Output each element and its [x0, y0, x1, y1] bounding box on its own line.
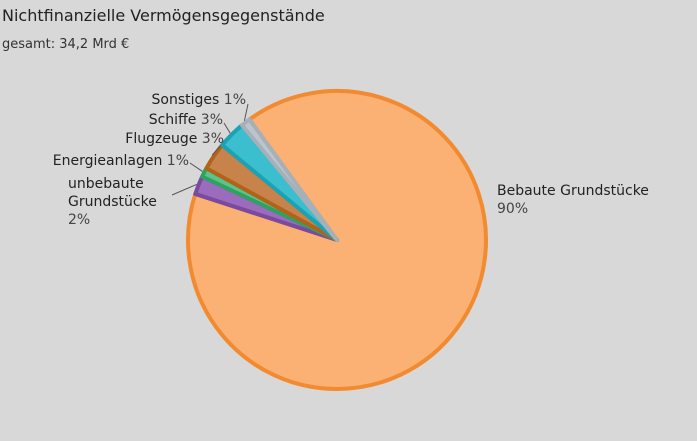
leader-line [243, 103, 249, 121]
slice-label: Flugzeuge 3% [125, 130, 224, 148]
leader-line [223, 122, 231, 134]
slice-name: unbebaute Grundstücke [68, 176, 157, 210]
slice-label: Bebaute Grundstücke 90% [497, 182, 687, 218]
slice-value-label: 3% [201, 131, 224, 147]
slice-label: Schiffe 3% [149, 111, 223, 129]
slice-label: Energieanlagen 1% [53, 152, 189, 170]
slice-name: Flugzeuge [125, 131, 198, 147]
slice-label: Sonstiges 1% [152, 91, 246, 109]
slice-name: Bebaute Grundstücke [497, 183, 649, 199]
slice-name: Sonstiges [151, 92, 220, 108]
slice-value-label: 1% [223, 92, 246, 108]
leader-line [189, 162, 203, 172]
chart-title: Nichtfinanzielle Vermögensgegenstände [2, 6, 325, 25]
slice-value-label: 3% [200, 112, 223, 128]
slice-label: unbebaute Grundstücke 2% [68, 175, 180, 229]
slice-value-label: 2% [68, 212, 91, 228]
leader-line [171, 183, 197, 196]
slice-value-label: 1% [166, 153, 189, 169]
slice-name: Energieanlagen [52, 153, 163, 169]
pie-slice [240, 117, 339, 242]
chart-subtitle: gesamt: 34,2 Mrd € [2, 37, 130, 52]
slice-name: Schiffe [148, 112, 197, 128]
slice-value-label: 90% [497, 201, 529, 217]
